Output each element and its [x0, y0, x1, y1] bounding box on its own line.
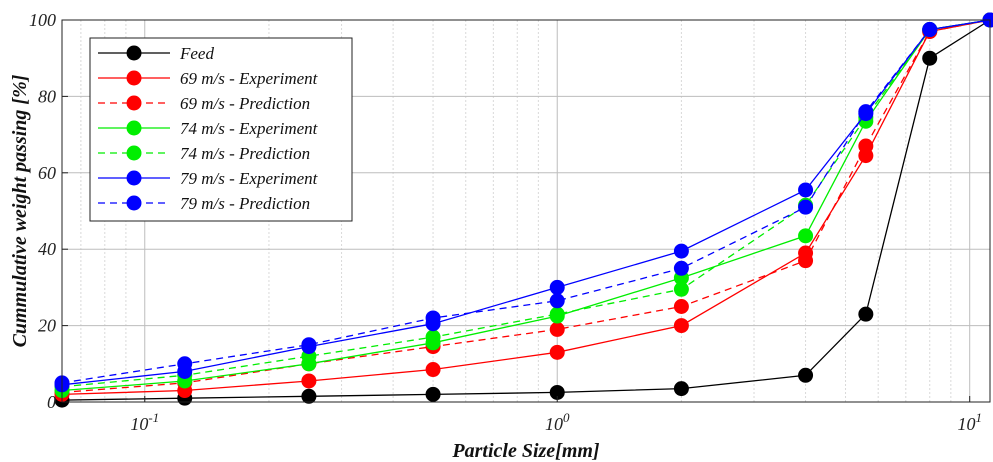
- data-point: [549, 321, 565, 337]
- series-line: [61, 19, 991, 384]
- data-point: [673, 318, 689, 334]
- legend-item: 69 m/s - Prediction: [98, 94, 310, 113]
- legend: Feed 69 m/s - Experiment 69 m/s - Predicti…: [89, 37, 353, 222]
- legend-marker: [126, 95, 142, 111]
- y-tick-label: 80: [38, 86, 56, 106]
- data-point: [425, 310, 441, 326]
- legend-label: 69 m/s - Experiment: [180, 69, 319, 88]
- data-point: [425, 362, 441, 378]
- data-point: [549, 293, 565, 309]
- series-line: [61, 19, 991, 388]
- data-point: [549, 344, 565, 360]
- legend-label: 79 m/s - Experiment: [180, 169, 319, 188]
- legend-label: 74 m/s - Prediction: [180, 144, 310, 163]
- x-tick-label: 100: [545, 410, 570, 434]
- legend-item: 74 m/s - Prediction: [98, 144, 310, 163]
- series-6: [54, 12, 993, 391]
- x-axis-title: Particle Size[mm]: [451, 440, 600, 462]
- data-point: [673, 381, 689, 397]
- legend-marker: [126, 170, 142, 186]
- series-line: [61, 19, 991, 392]
- data-point: [798, 199, 814, 215]
- data-point: [177, 356, 193, 372]
- data-point: [549, 279, 565, 295]
- legend-marker: [126, 120, 142, 136]
- data-point: [425, 329, 441, 345]
- y-axis-ticks: 0 20 40 60 80 100: [29, 10, 68, 412]
- data-point: [798, 228, 814, 244]
- data-point: [673, 281, 689, 297]
- data-point: [425, 386, 441, 402]
- series-line: [61, 19, 991, 386]
- series-line: [61, 19, 991, 401]
- legend-item: 79 m/s - Experiment: [98, 169, 319, 188]
- x-tick-label: 101: [957, 410, 982, 434]
- series-line: [61, 19, 991, 396]
- legend-marker: [126, 45, 142, 61]
- data-point: [301, 388, 317, 404]
- data-point: [922, 50, 938, 66]
- legend-item: 74 m/s - Experiment: [98, 119, 319, 138]
- series-line: [61, 19, 991, 394]
- legend-label: 79 m/s - Prediction: [180, 194, 310, 213]
- data-point: [798, 253, 814, 269]
- data-point: [301, 373, 317, 389]
- data-point: [549, 384, 565, 400]
- legend-marker: [126, 70, 142, 86]
- legend-label: Feed: [179, 44, 214, 63]
- x-axis-ticks: 10-1 100 101: [130, 396, 982, 434]
- data-point: [798, 182, 814, 198]
- data-point: [922, 22, 938, 38]
- legend-item: Feed: [98, 44, 214, 63]
- data-point: [858, 306, 874, 322]
- data-point: [301, 337, 317, 353]
- legend-label: 69 m/s - Prediction: [180, 94, 310, 113]
- series-layer: [54, 12, 993, 408]
- data-point: [673, 260, 689, 276]
- y-tick-label: 0: [47, 392, 56, 412]
- data-point: [549, 306, 565, 322]
- y-tick-label: 100: [29, 10, 56, 30]
- y-tick-label: 60: [38, 163, 56, 183]
- y-tick-label: 40: [38, 239, 56, 259]
- y-tick-label: 20: [38, 316, 56, 336]
- data-point: [798, 367, 814, 383]
- data-point: [673, 243, 689, 259]
- data-point: [858, 138, 874, 154]
- plot-frame: [61, 19, 991, 403]
- data-point: [858, 104, 874, 120]
- legend-marker: [126, 145, 142, 161]
- legend-marker: [126, 195, 142, 211]
- legend-item: 69 m/s - Experiment: [98, 69, 319, 88]
- y-axis-title: Cummulative weight passing [%]: [9, 74, 31, 347]
- data-point: [673, 299, 689, 314]
- legend-label: 74 m/s - Experiment: [180, 119, 319, 138]
- legend-item: 79 m/s - Prediction: [98, 194, 310, 213]
- x-tick-label: 10-1: [130, 410, 159, 434]
